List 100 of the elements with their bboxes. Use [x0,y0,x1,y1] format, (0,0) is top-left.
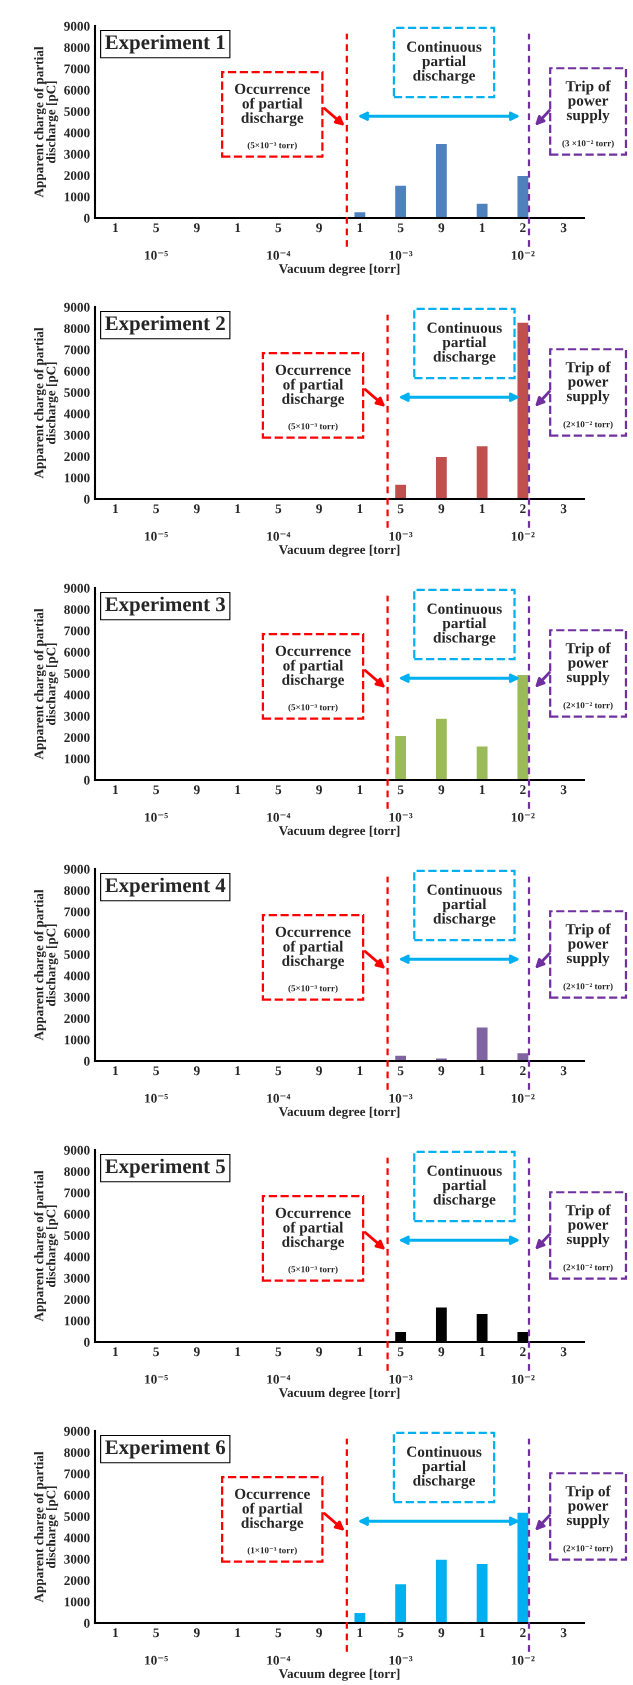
bar [516,673,530,780]
annotation: Occurrence of partial discharge [275,645,351,689]
bar [434,717,449,780]
x-tick-label: 1 [357,1066,363,1076]
x-tick-label: 9 [316,1066,322,1076]
y-tick-label: 6000 [64,647,90,657]
category-label: 5 10⁻⁴ [267,785,291,822]
annotation: (5×10⁻³ torr) [288,984,338,994]
y-tick-label: 9000 [64,302,90,312]
chart-title: Experiment 6 [105,1439,226,1459]
y-tick-label: 2000 [64,733,90,743]
x-tick-label: 9 [438,1628,445,1638]
y-tick-label: 2000 [64,452,90,462]
x-tick-label: 9 [316,1347,322,1357]
annotation: (5×10⁻³ torr) [288,1265,338,1275]
x-tick-label: 9 [193,223,200,233]
category-label: 5 10⁻⁵ [145,1628,168,1665]
y-tick-label: 3000 [64,1273,90,1283]
annotation: Trip of power supply [565,361,611,405]
y-tick-label: 2000 [64,171,90,181]
bar [475,1026,489,1061]
annotation: Occurrence of partial discharge [275,926,351,970]
y-tick-label: 9000 [64,1145,90,1155]
chart-title: Experiment 4 [105,877,226,897]
bar [434,455,449,499]
y-tick-label: 6000 [64,85,90,95]
annotation: Trip of power supply [565,1204,611,1248]
x-tick-label: 9 [316,504,322,514]
annotation: Occurrence of partial discharge [275,364,351,408]
y-tick-label: 6000 [64,1490,90,1500]
y-tick-label: 4000 [63,409,90,419]
y-tick-label: 5000 [64,1512,90,1522]
y-tick-label: 8000 [64,1448,90,1458]
x-tick-label: 1 [357,1628,363,1638]
y-tick-label: 8000 [64,886,90,896]
annotation: Occurrence of partial discharge [275,1207,351,1251]
x-tick-label: 1 [479,785,485,795]
annotation: Trip of power supply [565,923,611,967]
x-tick-label: 1 [357,785,363,795]
annotation: Trip of power supply [565,1485,611,1529]
chart-title: Experiment 5 [105,1158,225,1178]
bar [393,184,408,218]
x-tick-label: 9 [438,1066,445,1076]
y-tick-label: 5000 [64,1231,90,1241]
x-tick-label: 3 [560,223,567,233]
x-tick-label: 9 [438,504,445,514]
category-label: 5 10⁻⁴ [267,223,291,260]
x-tick-label: 9 [193,785,200,795]
category-label: 5 10⁻⁵ [145,504,168,541]
x-tick-label: 1 [113,1347,118,1357]
x-tick-label: 1 [113,223,118,233]
y-tick-label: 8000 [64,43,90,53]
y-tick-label: 2000 [64,1295,90,1305]
x-tick-label: 3 [560,785,567,795]
x-axis-title: Vacuum degree [torr] [278,263,400,276]
x-tick-label: 1 [235,504,241,514]
y-tick-label: 5000 [64,669,90,679]
x-tick-label: 1 [479,1066,485,1076]
y-tick-label: 1000 [64,754,90,764]
category-label: 5 10⁻⁴ [267,1628,291,1665]
category-label: 5 10⁻³ [389,1347,413,1384]
annotation: Continuous partial discharge [427,1165,502,1208]
x-tick-label: 9 [438,223,445,233]
annotation: Trip of power supply [565,642,611,686]
y-tick-label: 3000 [64,430,90,440]
category-label: 5 10⁻⁴ [267,1066,291,1103]
y-tick-label: 0 [84,1337,90,1347]
bar [475,444,489,499]
y-tick-label: 1000 [64,473,90,483]
x-tick-label: 3 [560,504,567,514]
x-tick-label: 1 [113,504,118,514]
x-tick-label: 9 [193,504,200,514]
annotation: (2×10⁻² torr) [563,701,613,711]
y-tick-label: 0 [84,775,90,785]
annotation: (3 ×10⁻² torr) [562,139,614,149]
x-tick-label: 9 [316,1628,322,1638]
annotation: (2×10⁻² torr) [563,982,613,992]
x-tick-label: 3 [560,1347,567,1357]
category-label: 5 10⁻⁵ [145,223,168,260]
x-tick-label: 3 [560,1628,567,1638]
y-axis-title: Apparent charge of partial discharge [pC] [33,46,59,198]
annotation: Trip of power supply [565,80,611,124]
y-axis-title: Apparent charge of partial discharge [pC] [33,1170,59,1322]
y-tick-label: 0 [84,213,90,223]
x-tick-label: 9 [193,1628,200,1638]
category-label: 5 10⁻⁴ [267,1347,291,1384]
x-tick-label: 1 [235,1066,241,1076]
y-tick-label: 8000 [64,324,90,334]
y-axis-title: Apparent charge of partial discharge [pC] [33,327,59,479]
x-axis-title: Vacuum degree [torr] [278,544,400,557]
annotation: (1×10⁻³ torr) [247,1546,297,1556]
y-tick-label: 3000 [64,1554,90,1564]
x-tick-label: 9 [316,223,322,233]
y-tick-label: 3000 [64,149,90,159]
y-tick-label: 3000 [64,992,90,1002]
x-tick-label: 1 [357,223,363,233]
annotation: (2×10⁻² torr) [563,420,613,430]
bar [393,734,408,780]
x-axis-title: Vacuum degree [torr] [278,825,400,838]
y-tick-label: 4000 [63,690,90,700]
